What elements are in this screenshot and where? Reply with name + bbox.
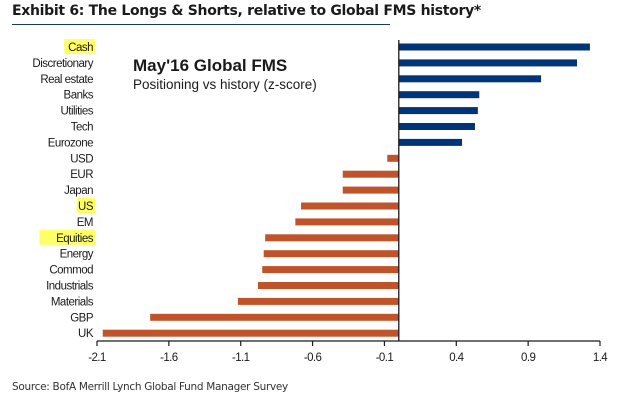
category-label: Real estate <box>40 74 93 86</box>
bar-banks <box>398 91 480 99</box>
x-tick-label: 1.4 <box>593 352 608 364</box>
x-tick-label: 0.4 <box>449 352 464 364</box>
category-label: Eurozone <box>48 137 93 149</box>
chart-subtitle: Positioning vs history (z-score) <box>133 77 317 92</box>
category-labels: Cash Discretionary Real estate Banks Utiliti… <box>32 42 94 340</box>
bar-uk <box>102 329 399 337</box>
bar-utilities <box>398 107 478 115</box>
bar-real-estate <box>398 75 542 83</box>
category-label: Materials <box>51 296 94 308</box>
category-label: EUR <box>70 169 93 181</box>
category-label: Tech <box>71 122 93 134</box>
bar-energy <box>263 250 399 258</box>
x-tick-label: -0.1 <box>376 352 394 364</box>
category-label: Equities <box>56 233 94 245</box>
category-label: GBP <box>70 312 94 324</box>
category-label: Energy <box>60 249 94 261</box>
exhibit-title: Exhibit 6: The Longs & Shorts, relative … <box>12 3 481 19</box>
category-label: UK <box>78 328 94 340</box>
bars <box>102 43 590 337</box>
bar-cash <box>398 43 590 51</box>
category-label: Cash <box>68 42 93 54</box>
label-highlights <box>39 39 95 245</box>
x-tick-label: -2.1 <box>88 352 106 364</box>
bar-discretionary <box>398 59 578 67</box>
x-tick-label: 0.9 <box>521 352 535 364</box>
bar-chart: Cash Discretionary Real estate Banks Utiliti… <box>32 39 609 364</box>
category-label: Discretionary <box>32 58 93 70</box>
highlight-cash <box>64 39 95 54</box>
bar-materials <box>237 297 399 305</box>
category-label: Japan <box>64 185 93 197</box>
x-tick-label: -1.6 <box>160 352 178 364</box>
bar-us <box>301 202 399 210</box>
category-label: Industrials <box>46 281 94 293</box>
bar-commod <box>262 266 399 274</box>
bar-equities <box>265 234 399 242</box>
x-ticks: -2.1 -1.6 -1.1 -0.6 -0.1 0.4 0.9 1.4 <box>88 341 609 364</box>
chart-title: May'16 Global FMS <box>133 56 287 75</box>
category-label: EM <box>77 217 93 229</box>
x-tick-label: -1.1 <box>232 352 250 364</box>
bar-usd <box>387 154 399 162</box>
bar-japan <box>342 186 399 194</box>
title-underline <box>12 24 390 25</box>
bar-gbp <box>150 313 399 321</box>
category-label: Utilities <box>60 106 93 118</box>
bar-industrials <box>257 282 399 289</box>
category-label: USD <box>70 153 93 165</box>
category-label: Commod <box>49 265 93 277</box>
highlight-us <box>76 198 95 213</box>
category-label: Banks <box>64 90 94 102</box>
category-label: US <box>78 201 94 213</box>
bar-tech <box>398 123 475 130</box>
x-tick-label: -0.6 <box>304 352 322 364</box>
bar-eur <box>342 170 399 178</box>
source-note: Source: BofA Merrill Lynch Global Fund M… <box>12 381 288 393</box>
bar-em <box>295 218 399 226</box>
highlight-equities <box>39 229 95 245</box>
bar-eurozone <box>398 138 463 146</box>
